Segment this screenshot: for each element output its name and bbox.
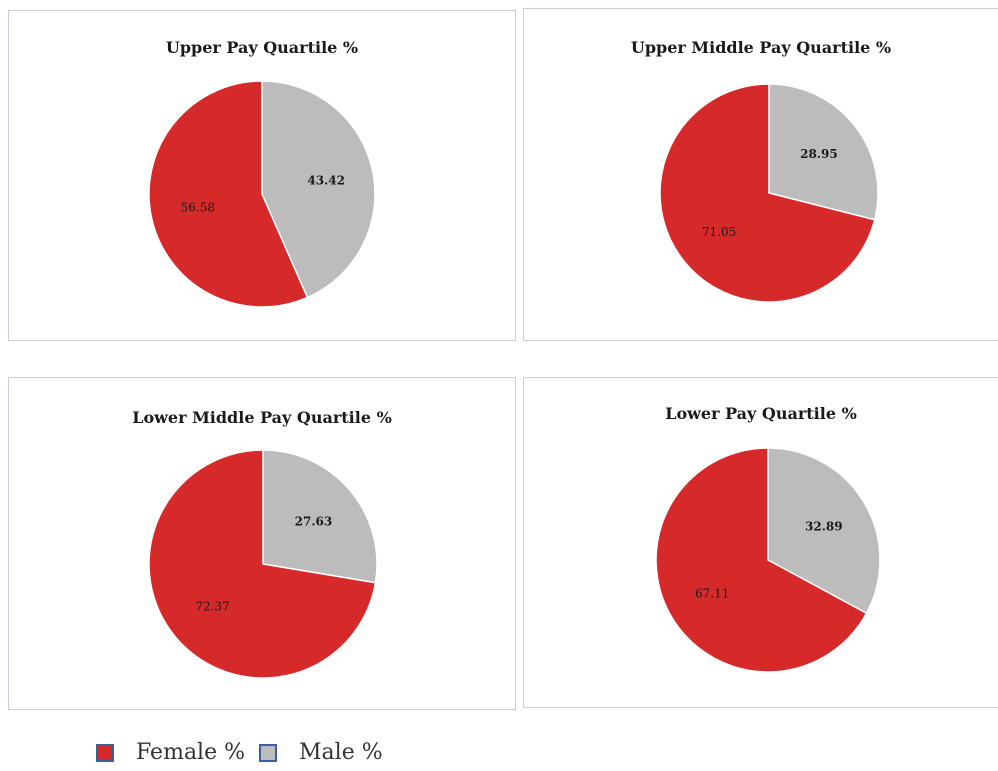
- legend-swatch-female: [96, 743, 114, 762]
- legend-item-male: Male %: [259, 740, 383, 765]
- legend-label-male: Male %: [299, 740, 383, 765]
- pie-slice-female: [148, 80, 309, 308]
- legend: Female % Male %: [96, 740, 397, 765]
- pie-slice-female: [659, 83, 876, 303]
- pie-slice-male: [262, 449, 378, 584]
- pie-slice-male: [767, 447, 881, 615]
- chart-upper-middle-pay-quartile: Upper Middle Pay Quartile % 28.95 71.05: [523, 8, 998, 341]
- data-label-female: 71.05: [702, 225, 736, 239]
- pie-slice-male: [261, 80, 376, 299]
- chart-title: Lower Middle Pay Quartile %: [132, 408, 392, 427]
- pie-slice-female: [148, 449, 377, 679]
- data-label-female: 67.11: [695, 586, 729, 600]
- chart-upper-pay-quartile: Upper Pay Quartile % 43.42 56.58: [8, 10, 516, 341]
- data-label-male: 32.89: [805, 520, 843, 534]
- chart-title: Upper Middle Pay Quartile %: [630, 38, 892, 57]
- chart-title: Upper Pay Quartile %: [165, 38, 359, 57]
- pie-slice-female: [655, 447, 868, 673]
- pie-chart: 32.89 67.11: [655, 447, 881, 673]
- pie-chart: 43.42 56.58: [148, 80, 376, 308]
- data-label-female: 72.37: [195, 600, 229, 614]
- data-label-male: 43.42: [307, 174, 345, 188]
- pie-chart: 28.95 71.05: [659, 83, 879, 303]
- chart-lower-middle-pay-quartile: Lower Middle Pay Quartile % 27.63 72.37: [8, 377, 516, 710]
- data-label-male: 28.95: [800, 147, 838, 161]
- pie-chart: 27.63 72.37: [148, 449, 378, 679]
- legend-swatch-male: [259, 743, 278, 762]
- chart-lower-pay-quartile: Lower Pay Quartile % 32.89 67.11: [523, 377, 998, 708]
- chart-title: Lower Pay Quartile %: [665, 404, 857, 423]
- pie-slice-male: [768, 83, 879, 221]
- data-label-female: 56.58: [181, 200, 215, 214]
- data-label-male: 27.63: [295, 514, 333, 528]
- legend-item-female: Female %: [96, 740, 245, 765]
- legend-label-female: Female %: [136, 740, 246, 765]
